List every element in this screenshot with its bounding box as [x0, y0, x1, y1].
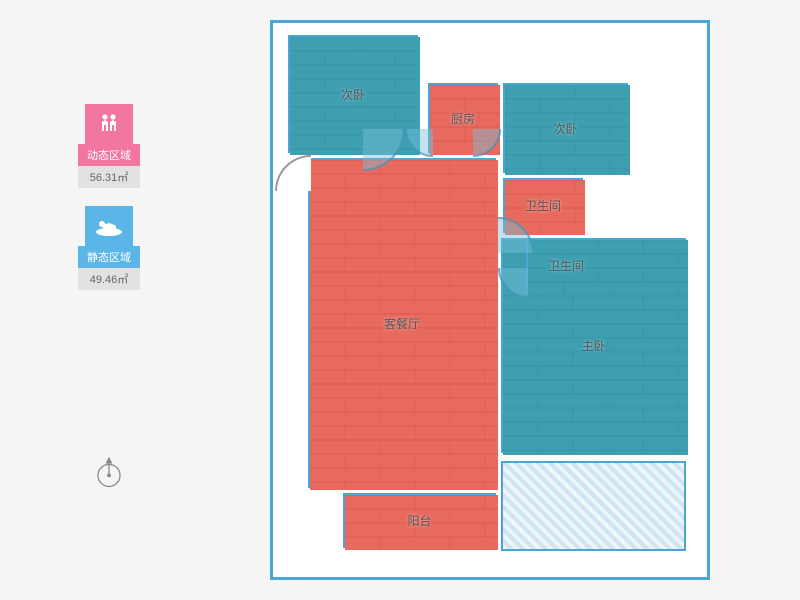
room-bedroom2_right: 次卧 — [503, 83, 628, 173]
room-label-balcony: 阳台 — [407, 512, 431, 529]
legend-panel: 动态区域 56.31㎡ 静态区域 49.46㎡ — [78, 104, 140, 308]
legend-static-title: 静态区域 — [78, 246, 140, 268]
legend-dynamic: 动态区域 56.31㎡ — [78, 104, 140, 188]
room-label-master: 主卧 — [581, 337, 605, 354]
legend-dynamic-title: 动态区域 — [78, 144, 140, 166]
legend-static-value: 49.46㎡ — [78, 268, 140, 290]
room-bath2: 卫生间 — [526, 238, 606, 293]
floorplan: 次卧厨房次卧卫生间客餐厅卫生间主卧阳台 — [270, 20, 710, 580]
room-label-kitchen: 厨房 — [451, 110, 475, 127]
room-label-living: 客餐厅 — [384, 315, 420, 332]
room-label-bath2: 卫生间 — [548, 257, 584, 274]
room-label-bedroom2_right: 次卧 — [553, 120, 577, 137]
legend-dynamic-value: 56.31㎡ — [78, 166, 140, 188]
entry-door-arc — [275, 155, 311, 191]
compass-icon — [92, 455, 126, 489]
room-balcony: 阳台 — [343, 493, 496, 548]
legend-static: 静态区域 49.46㎡ — [78, 206, 140, 290]
dynamic-people-icon — [85, 104, 133, 144]
room-living: 客餐厅 — [308, 158, 496, 488]
room-label-bath1: 卫生间 — [525, 197, 561, 214]
open-edge-hatch — [501, 461, 686, 551]
static-rest-icon — [85, 206, 133, 246]
room-label-bedroom2_left: 次卧 — [341, 86, 365, 103]
